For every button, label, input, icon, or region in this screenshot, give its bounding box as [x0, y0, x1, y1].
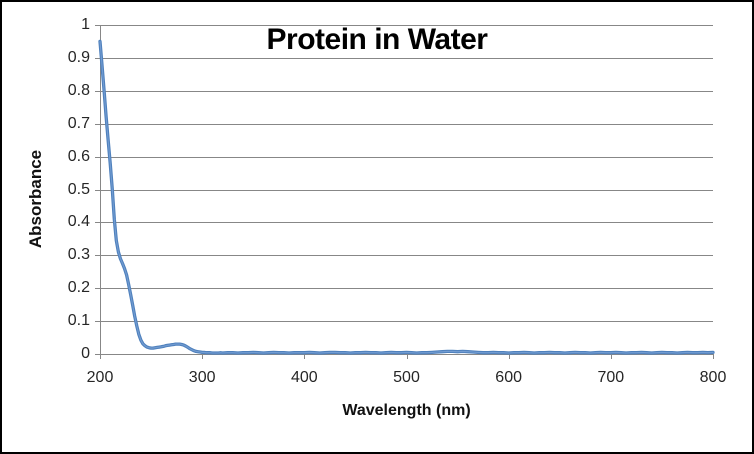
x-axis-title: Wavelength (nm): [342, 402, 471, 419]
y-tick-label: 0.8: [67, 81, 90, 99]
x-tick-label: 200: [86, 369, 114, 386]
chart-title: Protein in Water: [266, 23, 488, 56]
y-tick-label: 0.1: [67, 312, 90, 330]
y-tick-label: 0.6: [67, 147, 90, 165]
x-tick-label: 800: [699, 369, 727, 386]
y-tick-label: 0.4: [67, 213, 90, 231]
y-tick-label: 0.2: [67, 279, 90, 297]
x-tick-label: 500: [393, 369, 420, 386]
y-tick-label: 0: [81, 345, 90, 362]
y-tick-label: 0.5: [67, 180, 90, 198]
y-tick-label: 0.7: [67, 114, 90, 132]
x-tick-label: 700: [597, 369, 625, 386]
y-tick-label: 1: [81, 16, 90, 33]
y-tick-label: 0.9: [67, 48, 90, 66]
x-tick-label: 600: [495, 369, 522, 386]
series-line: [98, 39, 715, 355]
x-tick-label: 300: [188, 369, 216, 386]
series-line-highlight: [99, 40, 714, 354]
y-tick-label: 0.3: [67, 246, 90, 264]
x-tick-label: 400: [290, 369, 318, 386]
